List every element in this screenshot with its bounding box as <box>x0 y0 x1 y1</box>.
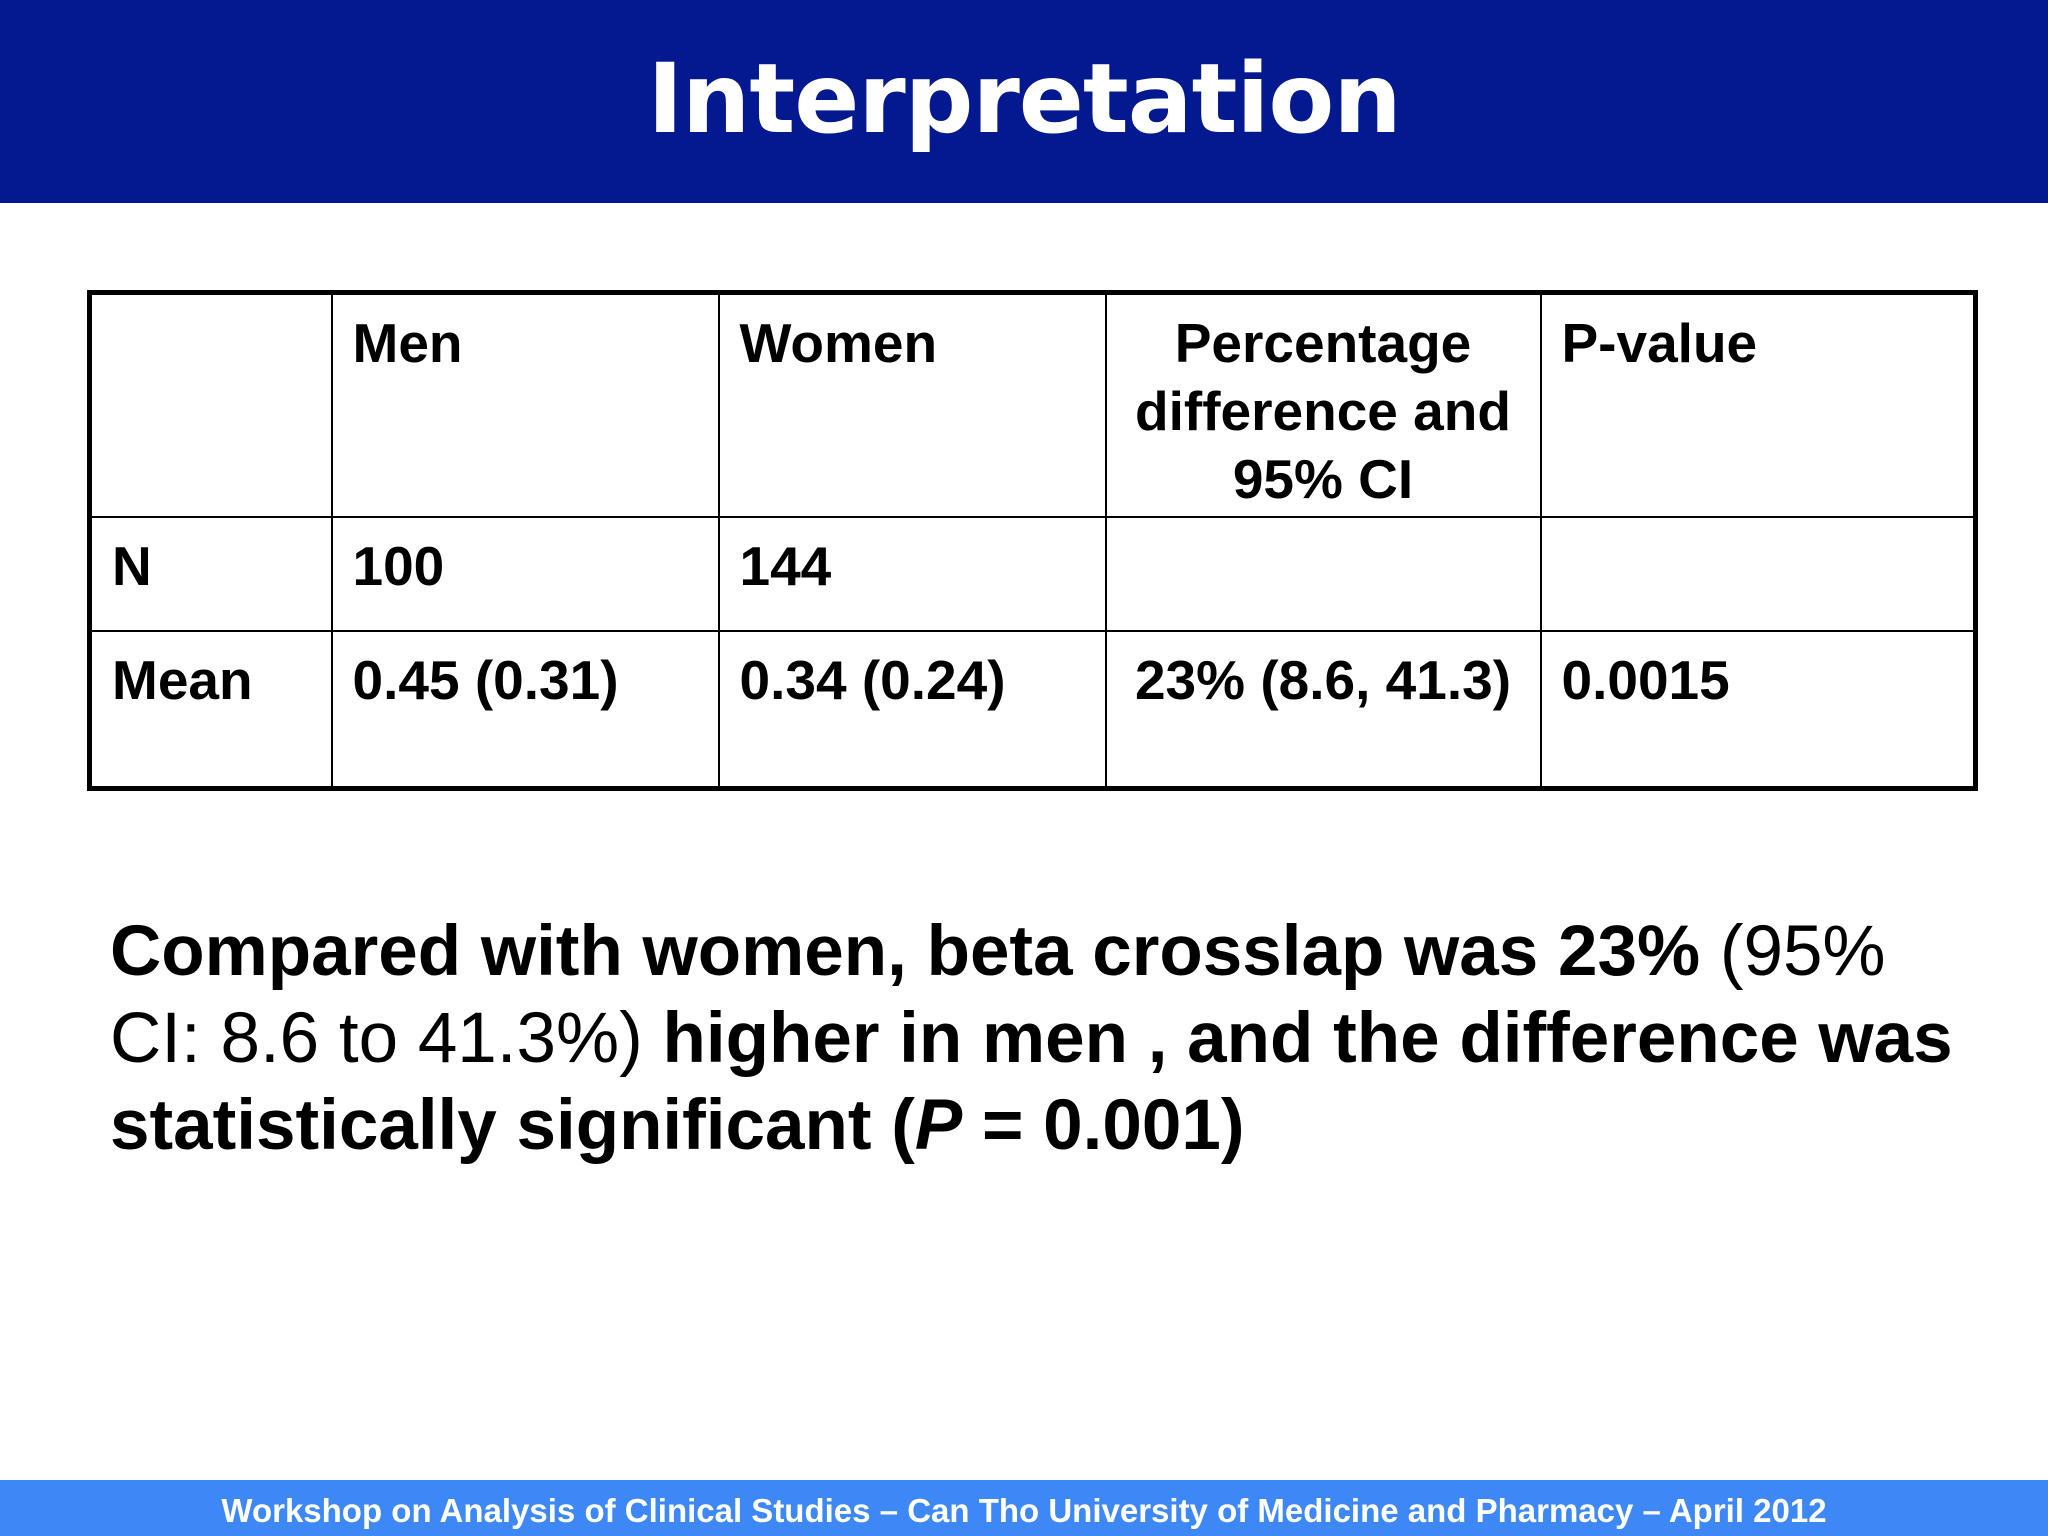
summary-part: higher in men , and the difference was s… <box>110 999 1953 1165</box>
table-header-cell <box>88 291 333 518</box>
table-header-cell: Men <box>330 291 720 518</box>
table-cell: 0.0015 <box>1539 629 1977 790</box>
summary-part: (95% CI: 8.6 to 41.3%) <box>110 912 1886 1078</box>
summary-text: Compared with women, beta crosslap was 2… <box>110 908 1970 1169</box>
summary-part: = 0.001) <box>962 1086 1245 1165</box>
summary-part: Compared with women, beta crosslap was 2… <box>110 912 1701 991</box>
table-header-row: Men Women Percentage difference and 95% … <box>88 291 1977 518</box>
table-header-cell: Women <box>717 291 1107 518</box>
table-cell: 0.34 (0.24) <box>717 629 1107 790</box>
slide-title: Interpretation <box>647 42 1401 155</box>
summary-part: P <box>914 1086 963 1165</box>
table-header-cell: P-value <box>1539 291 1977 518</box>
table-cell <box>1104 515 1542 632</box>
results-table: Men Women Percentage difference and 95% … <box>87 290 1978 791</box>
footer-bar: Workshop on Analysis of Clinical Studies… <box>0 1480 2048 1536</box>
table-cell: 0.45 (0.31) <box>330 629 720 790</box>
table-header-cell: Percentage difference and 95% CI <box>1104 291 1542 518</box>
table-cell <box>1539 515 1977 632</box>
title-bar: Interpretation <box>0 0 2048 203</box>
footer-text: Workshop on Analysis of Clinical Studies… <box>221 1492 1827 1529</box>
table-row: N 100 144 <box>88 515 1977 632</box>
table-cell: 23% (8.6, 41.3) <box>1104 629 1542 790</box>
table-cell: 144 <box>717 515 1107 632</box>
table-row: Mean 0.45 (0.31) 0.34 (0.24) 23% (8.6, 4… <box>88 629 1977 790</box>
table-cell: 100 <box>330 515 720 632</box>
table-cell: N <box>88 515 333 632</box>
table-cell: Mean <box>88 629 333 790</box>
